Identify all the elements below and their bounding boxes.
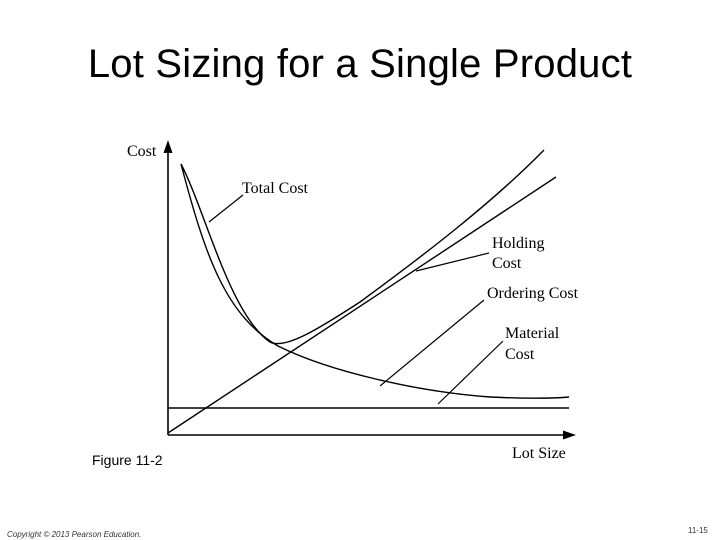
holding-cost-label-line1: Holding (492, 235, 544, 252)
total-cost-label: Total Cost (242, 180, 309, 197)
y-axis-label: Cost (127, 143, 157, 160)
ordering-cost-label: Ordering Cost (487, 285, 579, 302)
figure-label: Figure 11-2 (92, 452, 163, 468)
slide-title: Lot Sizing for a Single Product (87, 42, 633, 86)
material-cost-label-line2: Cost (505, 346, 535, 363)
ordering-cost-curve (180, 163, 570, 399)
x-axis-label: Lot Size (512, 445, 566, 462)
holding-cost-line (167, 176, 557, 434)
y-axis-arrowhead (163, 140, 173, 153)
ordering-cost-leader (379, 299, 485, 387)
total-cost-leader (208, 194, 244, 223)
holding-cost-label-line2: Cost (492, 255, 522, 272)
holding-cost-leader (415, 252, 490, 272)
x-axis-arrowhead (563, 430, 576, 440)
slide-number: 11-15 (688, 526, 708, 535)
copyright-notice: Copyright © 2013 Pearson Education. (7, 530, 142, 539)
material-cost-label-line1: Material (505, 325, 560, 342)
material-cost-leader (437, 340, 504, 405)
total-cost-curve (180, 149, 545, 345)
